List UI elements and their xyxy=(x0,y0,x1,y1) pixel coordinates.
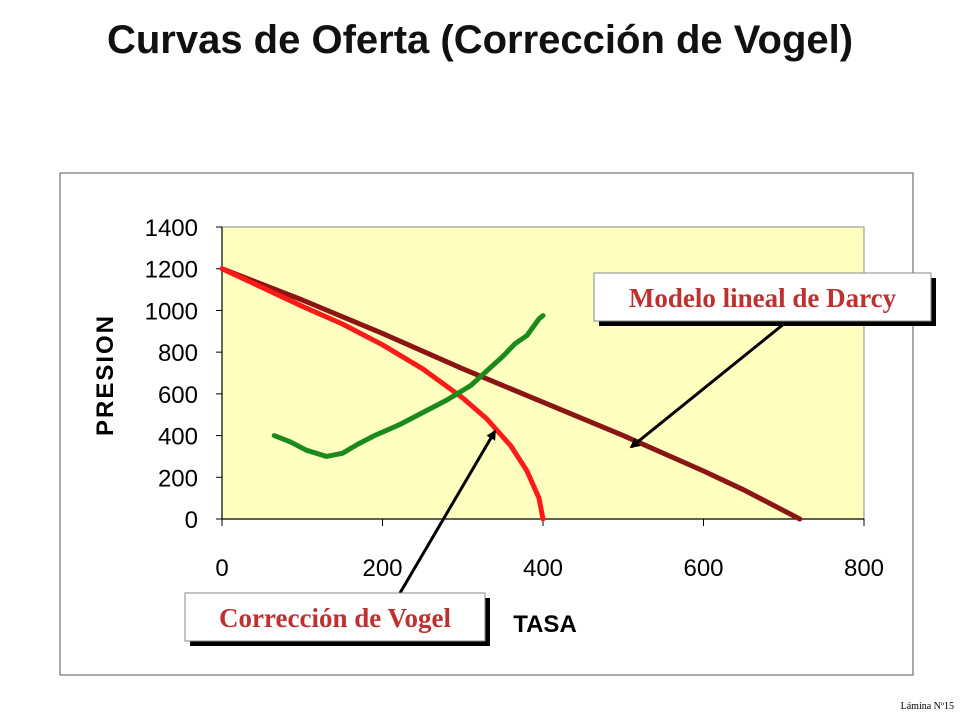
annotation-label: Modelo lineal de Darcy xyxy=(629,283,897,313)
axes: 0 200 400 600 800 1000 1200 1400 0 200 400 600 800 xyxy=(145,215,884,582)
annotation-arrow xyxy=(629,321,786,449)
y-tick-label: 800 xyxy=(158,340,198,367)
series-line-1 xyxy=(219,266,803,522)
y-tick-label: 1400 xyxy=(145,215,198,242)
y-tick-label: 0 xyxy=(185,507,198,534)
plot-area xyxy=(221,226,865,520)
slide-title: Curvas de Oferta (Corrección de Vogel) xyxy=(106,18,854,62)
slide-footer: Lámina Nº15 xyxy=(900,701,954,712)
annotation-label: Corrección de Vogel xyxy=(219,603,451,633)
series-layer xyxy=(219,266,803,522)
annotation-box xyxy=(593,272,932,322)
y-tick-label: 600 xyxy=(158,382,198,409)
y-tick-label: 1200 xyxy=(145,257,198,284)
annotation-box xyxy=(184,592,486,642)
x-tick-label: 400 xyxy=(523,555,563,582)
y-tick-label: 1000 xyxy=(145,298,198,325)
y-axis-label: PRESION xyxy=(92,314,119,436)
series-line-2 xyxy=(219,266,546,522)
x-axis-label: TASA xyxy=(513,611,577,638)
annotation-arrow xyxy=(398,429,497,594)
x-tick-label: 0 xyxy=(215,555,228,582)
x-tick-label: 800 xyxy=(844,555,884,582)
x-tick-label: 200 xyxy=(362,555,402,582)
y-tick-label: 200 xyxy=(158,465,198,492)
series-line-3 xyxy=(271,313,546,459)
x-tick-label: 600 xyxy=(683,555,723,582)
y-tick-label: 400 xyxy=(158,424,198,451)
annotation-layer: Modelo lineal de Darcy Corrección de Voge… xyxy=(184,272,936,646)
